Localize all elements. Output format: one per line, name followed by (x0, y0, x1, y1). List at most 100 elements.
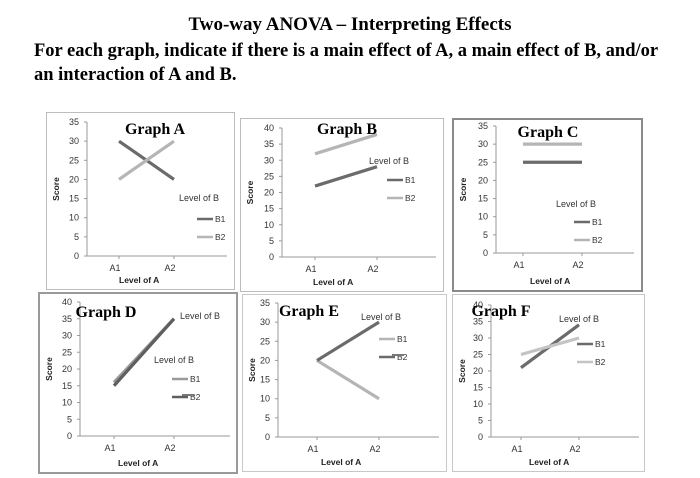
graph-d-y-tick-label: 40 (62, 297, 72, 307)
graph-c-x-tick-label: A2 (572, 260, 583, 270)
graph-c-y-tick-label: 5 (483, 230, 488, 240)
graph-d-y-tick-label: 10 (62, 398, 72, 408)
graph-f-y-tick-label: 35 (473, 317, 483, 327)
graph-a-x-axis-label: Level of A (119, 275, 159, 285)
graph-b-series-b2-line (314, 132, 378, 156)
graph-a-chart: 0 5 10 15 20 25 30 35 A1 A2 Level of A Score Level o… (51, 117, 227, 285)
graph-c-y-tick-label: 20 (478, 175, 488, 185)
graph-d-chart: 0 5 10 15 20 25 30 35 40 A1 A2 Level of A Score Level… (44, 297, 230, 468)
graph-e-legend-title: Level of B (361, 312, 401, 322)
graph-a-y-tick-label: 35 (69, 117, 79, 127)
graph-f-y-tick-label: 25 (473, 350, 483, 360)
graph-d-series-b2-line (112, 317, 176, 387)
graph-d-legend-label-b2: B2 (190, 392, 201, 402)
graph-f-x-tick-label: A1 (511, 444, 522, 454)
graph-f-legend-label-b2: B2 (595, 357, 606, 367)
graph-c-x-tick-label: A1 (513, 260, 524, 270)
graph-f-y-tick-label: 30 (473, 333, 483, 343)
graph-f-series-b2-line (520, 336, 580, 357)
graph-f-title: Graph F (471, 303, 530, 320)
graph-f-y-tick-label: 5 (478, 416, 483, 426)
graph-d-y-tick-label: 15 (62, 381, 72, 391)
graph-e-x-axis-label: Level of A (321, 457, 361, 467)
graph-e-y-tick-label: 15 (260, 375, 270, 385)
graph-d-title: Graph D (76, 304, 137, 321)
graph-e-y-tick-label: 20 (260, 355, 270, 365)
graph-e-x-tick-label: A2 (369, 444, 380, 454)
graph-a-y-tick-label: 20 (69, 174, 79, 184)
graph-b-y-tick-label: 15 (264, 204, 274, 214)
graph-c-y-tick-label: 35 (478, 121, 488, 131)
graph-c-legend-label-b2: B2 (592, 235, 603, 245)
graph-f-y-tick-label: 20 (473, 366, 483, 376)
graph-d-legend-label-b1: B1 (190, 374, 201, 384)
graph-a-y-tick-label: 30 (69, 136, 79, 146)
graph-b-x-tick-label: A1 (305, 264, 316, 274)
graph-a-series-b2-line (118, 139, 175, 181)
graph-f-y-tick-label: 40 (473, 300, 483, 310)
graph-b-y-tick-label: 30 (264, 155, 274, 165)
graph-d-y-tick-label: 30 (62, 331, 72, 341)
slide-title: Two-way ANOVA – Interpreting Effects (188, 14, 512, 35)
graph-e-title: Graph E (279, 303, 339, 320)
graph-e-y-axis-label: Score (247, 358, 257, 382)
graph-e-y-tick-label: 30 (260, 317, 270, 327)
graph-d-y-tick-label: 20 (62, 364, 72, 374)
graph-c-legend-label-b1: B1 (592, 217, 603, 227)
graph-b-y-tick-label: 10 (264, 220, 274, 230)
graph-d-y-axis-label: Score (44, 357, 54, 381)
graph-a-legend-title: Level of B (179, 193, 219, 203)
graph-b-y-tick-label: 5 (269, 236, 274, 246)
graph-b-x-tick-label: A2 (367, 264, 378, 274)
graph-e-y-tick-label: 35 (260, 298, 270, 308)
graph-b-y-tick-label: 40 (264, 123, 274, 133)
graph-a-y-tick-label: 25 (69, 155, 79, 165)
graph-a-x-tick-label: A1 (109, 263, 120, 273)
graph-e-legend-label-b2: B2 (397, 352, 408, 362)
graph-d-extra-legend-label: Level of B (180, 311, 220, 321)
graph-b-y-tick-label: 0 (269, 252, 274, 262)
graph-b-legend-label-b2: B2 (405, 193, 416, 203)
graph-a-legend-label-b1: B1 (215, 214, 226, 224)
graph-c-y-axis-label: Score (458, 177, 468, 201)
graph-b-y-tick-label: 20 (264, 188, 274, 198)
graph-e-y-tick-label: 25 (260, 336, 270, 346)
graph-d-y-tick-label: 5 (67, 414, 72, 424)
graph-b-y-tick-label: 25 (264, 171, 274, 181)
graph-c-y-tick-label: 30 (478, 139, 488, 149)
graph-e-y-tick-label: 0 (265, 432, 270, 442)
graph-c-y-tick-label: 10 (478, 212, 488, 222)
graph-e-y-tick-label: 10 (260, 394, 270, 404)
graph-f-y-tick-label: 15 (473, 383, 483, 393)
graph-d-x-tick-label: A1 (104, 443, 115, 453)
graph-f-panel: 0 5 10 15 20 25 30 35 40 A1 A2 Level of A Score Level… (452, 294, 645, 472)
graph-d-legend-title: Level of B (154, 355, 194, 365)
graph-d-y-tick-label: 35 (62, 314, 72, 324)
graph-f-x-tick-label: A2 (569, 444, 580, 454)
graph-b-y-tick-label: 35 (264, 139, 274, 149)
graph-b-y-axis-label: Score (245, 180, 255, 204)
graph-b-chart: 0 5 10 15 20 25 30 35 40 A1 A2 Level of A Score Level… (245, 121, 436, 287)
graph-e-y-tick-label: 5 (265, 413, 270, 423)
graph-c-x-axis-label: Level of A (530, 276, 570, 286)
graph-a-y-tick-label: 5 (74, 232, 79, 242)
graph-e-chart: 0 5 10 15 20 25 30 35 A1 A2 Level of A Score Level o… (247, 298, 439, 467)
graph-b-panel: 0 5 10 15 20 25 30 35 40 A1 A2 Level of A Score Level… (240, 118, 444, 292)
graph-d-y-tick-label: 25 (62, 347, 72, 357)
graph-c-title: Graph C (518, 124, 579, 141)
graph-f-legend-label-b1: B1 (595, 339, 606, 349)
graph-a-y-tick-label: 15 (69, 194, 79, 204)
graph-b-legend-label-b1: B1 (405, 175, 416, 185)
graph-c-y-tick-label: 15 (478, 194, 488, 204)
graph-c-y-tick-label: 25 (478, 157, 488, 167)
graph-a-y-tick-label: 0 (74, 251, 79, 261)
graph-f-legend-title: Level of B (559, 314, 599, 324)
graph-b-x-axis-label: Level of A (313, 277, 353, 287)
graph-e-series-b2-line (316, 320, 380, 362)
graph-f-y-tick-label: 10 (473, 399, 483, 409)
graph-e-x-tick-label: A1 (307, 444, 318, 454)
graph-a-legend-label-b2: B2 (215, 232, 226, 242)
graph-c-legend-title: Level of B (556, 199, 596, 209)
